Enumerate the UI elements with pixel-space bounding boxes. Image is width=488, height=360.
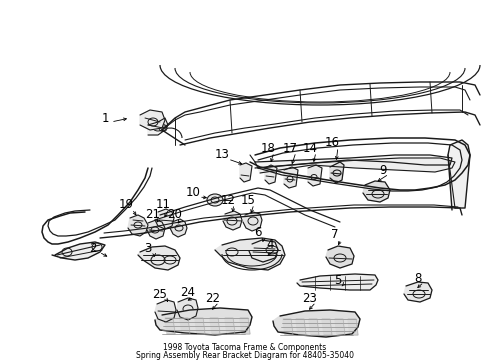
Text: 16: 16 [324, 136, 339, 149]
Text: 23: 23 [302, 292, 317, 305]
Text: 2: 2 [89, 242, 97, 255]
Text: Spring Assembly Rear Bracket Diagram for 48405-35040: Spring Assembly Rear Bracket Diagram for… [135, 351, 353, 360]
Polygon shape [447, 140, 469, 210]
Text: 15: 15 [240, 194, 255, 207]
Polygon shape [147, 220, 164, 239]
Polygon shape [308, 319, 318, 335]
Text: 10: 10 [185, 186, 200, 199]
Text: 14: 14 [302, 141, 317, 154]
Polygon shape [264, 165, 276, 184]
Text: 25: 25 [152, 288, 167, 302]
Text: 13: 13 [214, 148, 229, 162]
Text: 4: 4 [265, 238, 273, 252]
Text: 21: 21 [145, 208, 160, 221]
Text: 7: 7 [330, 229, 338, 242]
Polygon shape [248, 240, 278, 262]
Polygon shape [155, 300, 176, 322]
Polygon shape [258, 158, 454, 173]
Polygon shape [334, 319, 345, 335]
Polygon shape [240, 318, 249, 334]
Text: 6: 6 [254, 226, 261, 239]
Text: 11: 11 [155, 198, 170, 211]
Text: 19: 19 [118, 198, 133, 211]
Polygon shape [128, 215, 148, 236]
Polygon shape [52, 242, 105, 260]
Polygon shape [295, 319, 305, 335]
Polygon shape [177, 298, 198, 320]
Text: 20: 20 [167, 208, 182, 221]
Text: 3: 3 [144, 242, 151, 255]
Polygon shape [140, 110, 164, 130]
Polygon shape [209, 318, 220, 334]
Text: 17: 17 [282, 141, 297, 154]
Polygon shape [403, 282, 431, 302]
Text: 1: 1 [101, 112, 108, 125]
Polygon shape [164, 318, 175, 334]
Polygon shape [215, 238, 285, 270]
Text: 24: 24 [180, 287, 195, 300]
Polygon shape [272, 310, 359, 337]
Text: 5: 5 [334, 274, 341, 287]
Polygon shape [362, 181, 389, 202]
Polygon shape [307, 165, 321, 186]
Polygon shape [347, 319, 357, 335]
Polygon shape [329, 162, 343, 183]
Polygon shape [284, 167, 297, 188]
Polygon shape [138, 246, 180, 270]
Text: 9: 9 [379, 163, 386, 176]
Polygon shape [283, 319, 292, 335]
Polygon shape [254, 155, 451, 168]
Text: 22: 22 [205, 292, 220, 305]
Polygon shape [243, 212, 262, 231]
Polygon shape [223, 211, 242, 230]
Polygon shape [325, 246, 353, 268]
Polygon shape [240, 163, 251, 182]
Ellipse shape [206, 194, 223, 206]
Text: 12: 12 [220, 194, 235, 207]
Polygon shape [321, 319, 331, 335]
Polygon shape [155, 209, 174, 229]
Polygon shape [170, 219, 186, 237]
Polygon shape [148, 118, 168, 135]
Text: 1998 Toyota Tacoma Frame & Components: 1998 Toyota Tacoma Frame & Components [163, 343, 325, 352]
Polygon shape [180, 318, 190, 334]
Text: 18: 18 [260, 141, 275, 154]
Text: 8: 8 [413, 271, 421, 284]
Polygon shape [155, 308, 251, 335]
Polygon shape [195, 318, 204, 334]
Polygon shape [224, 318, 235, 334]
Polygon shape [296, 274, 377, 290]
